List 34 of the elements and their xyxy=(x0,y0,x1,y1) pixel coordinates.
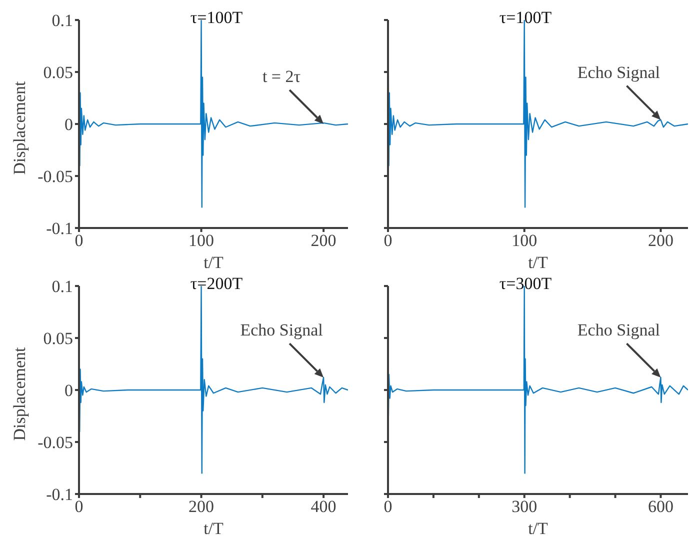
y-tick-label: -0.1 xyxy=(46,485,73,504)
x-axis-title: t/T xyxy=(204,519,224,538)
y-tick-label: -0.05 xyxy=(38,167,73,186)
x-tick-label: 600 xyxy=(648,497,674,516)
y-axis-title: Displacement xyxy=(10,346,30,443)
y-tick-label: 0 xyxy=(64,381,73,400)
x-tick-label: 400 xyxy=(310,497,336,516)
annotation: t = 2τ xyxy=(262,67,301,86)
x-axis-title: t/T xyxy=(528,519,549,538)
x-axis-title: t/T xyxy=(528,253,549,272)
annotation: Echo Signal xyxy=(577,320,660,340)
y-tick-label: 0.05 xyxy=(43,63,73,82)
annotation: Echo Signal xyxy=(577,62,660,82)
chart-title: τ=100T xyxy=(498,8,553,28)
chart-title: τ=100T xyxy=(189,8,244,28)
chart-title: τ=200T xyxy=(189,274,244,294)
y-tick-label: -0.1 xyxy=(46,219,73,238)
x-tick-label: 200 xyxy=(648,231,674,250)
x-tick-label: 100 xyxy=(188,231,214,250)
x-tick-label: 0 xyxy=(384,497,392,516)
x-tick-label: 200 xyxy=(188,497,214,516)
y-tick-label: -0.05 xyxy=(38,433,73,452)
x-tick-label: 0 xyxy=(384,231,392,250)
chart-title: τ=300T xyxy=(498,274,553,294)
y-tick-label: 0.1 xyxy=(52,277,73,296)
y-tick-label: 0.1 xyxy=(52,11,73,30)
y-tick-label: 0.05 xyxy=(43,329,73,348)
x-tick-label: 100 xyxy=(512,231,538,250)
y-tick-label: 0 xyxy=(64,115,73,134)
annotation: Echo Signal xyxy=(240,320,324,340)
y-axis-title: Displacement xyxy=(10,80,30,177)
x-tick-label: 300 xyxy=(512,497,538,516)
x-tick-label: 200 xyxy=(310,231,336,250)
x-axis-title: t/T xyxy=(204,253,224,272)
